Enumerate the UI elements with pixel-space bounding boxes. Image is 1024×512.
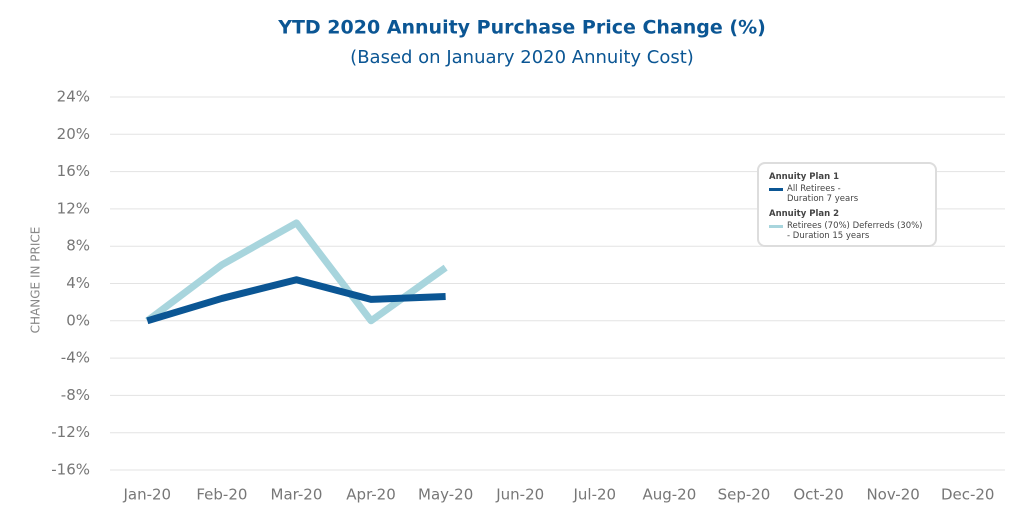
x-tick-label: Oct-20 (793, 486, 843, 504)
legend-group: Annuity Plan 1 (769, 172, 840, 182)
legend: Annuity Plan 1 All Retirees - Duration 7 … (757, 162, 937, 247)
x-tick-label: Aug-20 (642, 486, 696, 504)
y-tick-label: 4% (66, 274, 90, 292)
legend-group: Annuity Plan 2 (769, 209, 840, 219)
chart-title: YTD 2020 Annuity Purchase Price Change (… (277, 17, 766, 39)
legend-swatch (769, 225, 783, 228)
y-tick-label: -12% (51, 423, 90, 441)
series-line (146, 276, 446, 325)
chart-subtitle: (Based on January 2020 Annuity Cost) (350, 47, 694, 68)
y-tick-label: 8% (66, 237, 90, 255)
x-tick-label: Apr-20 (346, 486, 396, 504)
legend-swatch (769, 188, 783, 191)
legend-item: Retirees (70%) Deferreds (30%) - Duratio… (769, 221, 925, 241)
x-tick-label: Jun-20 (495, 486, 544, 504)
x-tick-label: Feb-20 (196, 486, 247, 504)
y-tick-label: 16% (57, 162, 90, 180)
x-tick-label: Sep-20 (718, 486, 771, 504)
y-tick-label: 20% (57, 125, 90, 143)
legend-label: Retirees (70%) Deferreds (30%) - Duratio… (787, 221, 923, 241)
y-tick-label: -16% (51, 461, 90, 479)
y-tick-label: -8% (61, 386, 90, 404)
x-tick-label: May-20 (418, 486, 473, 504)
x-tick-label: Mar-20 (271, 486, 323, 504)
legend-label: All Retirees - Duration 7 years (787, 184, 859, 204)
y-tick-label: -4% (61, 349, 90, 367)
x-tick-label: Jan-20 (122, 486, 171, 504)
x-tick-label: Jul-20 (572, 486, 616, 504)
legend-item: All Retirees - Duration 7 years (769, 184, 925, 204)
y-axis-label: CHANGE IN PRICE (29, 227, 43, 334)
y-tick-label: 0% (66, 311, 90, 329)
y-tick-label: 12% (57, 199, 90, 217)
x-tick-label: Nov-20 (866, 486, 919, 504)
x-tick-label: Dec-20 (941, 486, 995, 504)
series-line (145, 219, 448, 325)
y-tick-label: 24% (57, 88, 90, 106)
